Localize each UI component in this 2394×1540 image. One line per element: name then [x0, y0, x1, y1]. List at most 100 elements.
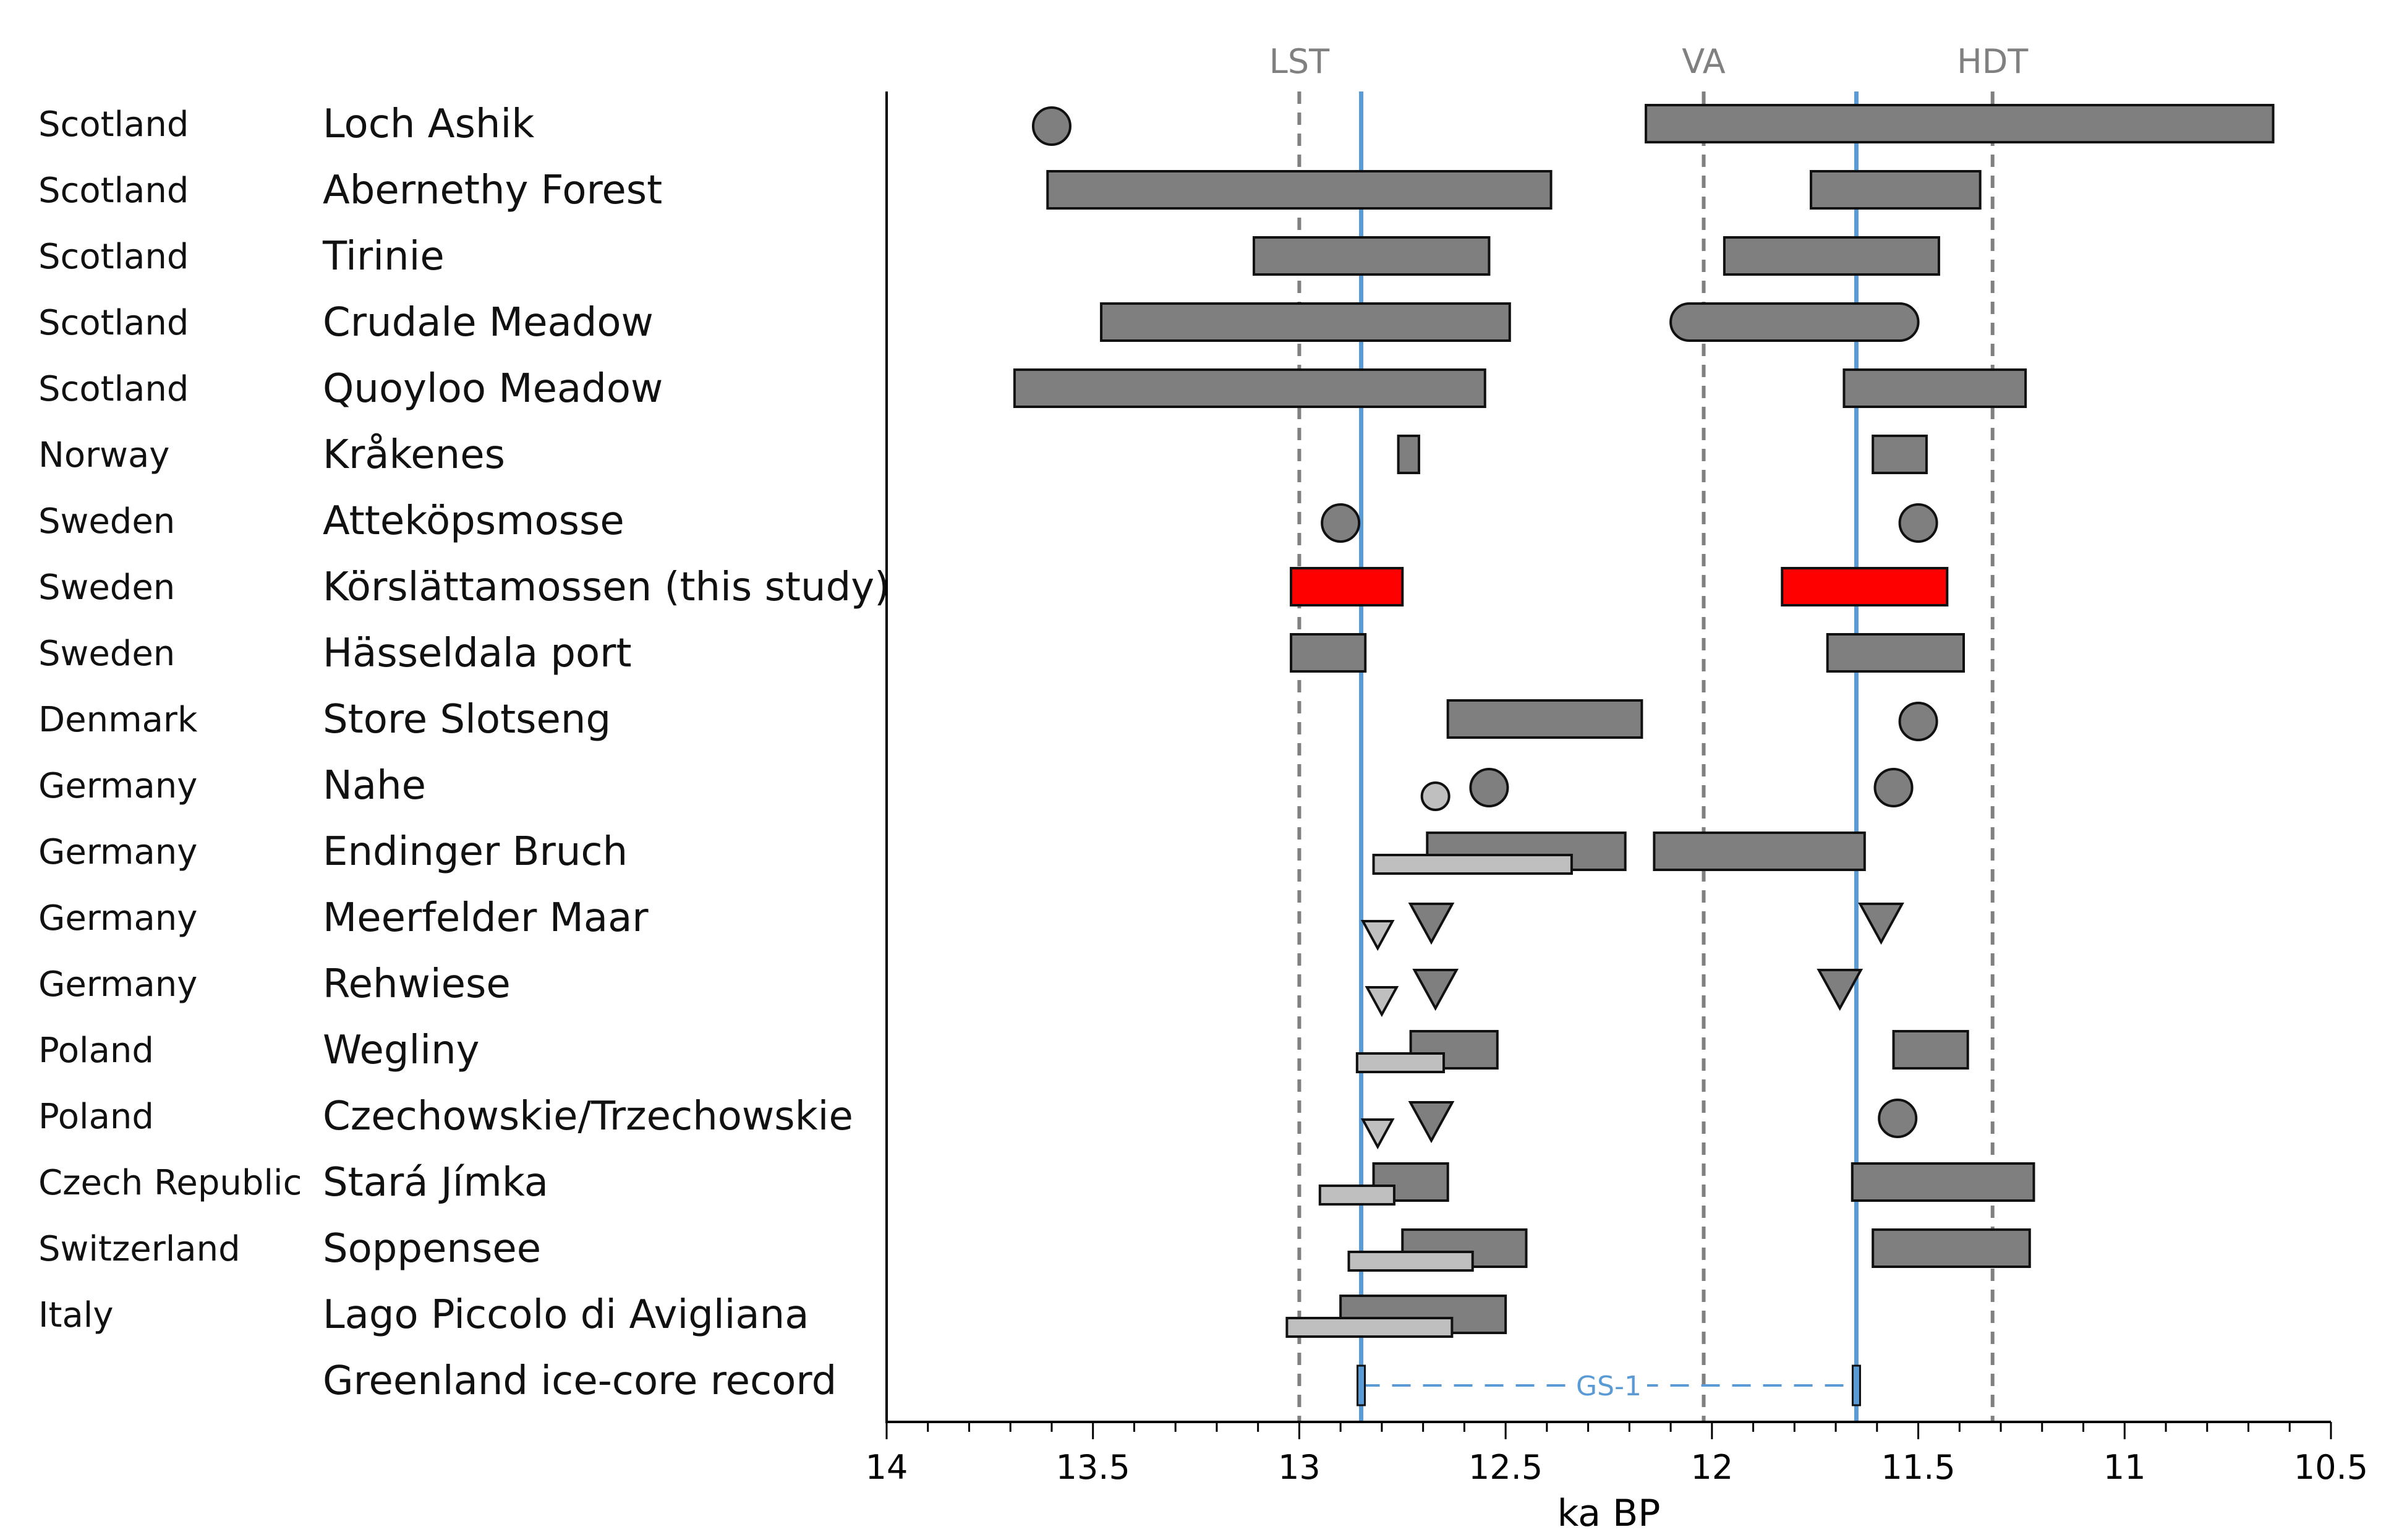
x-tick-label: 10.5 — [2294, 1448, 2368, 1487]
site-label: Lago Piccolo di Avigliana — [323, 1292, 809, 1338]
country-label: Czech Republic — [38, 1163, 302, 1203]
gs1-end-marker — [1851, 1364, 1861, 1406]
country-label: Germany — [38, 898, 197, 938]
country-label: Norway — [38, 435, 169, 475]
x-tick-label: 14 — [866, 1448, 908, 1487]
site-label: Nahe — [323, 763, 426, 809]
range-bar — [1872, 435, 1928, 474]
circle-marker — [1031, 106, 1071, 146]
range-bar — [1645, 104, 2275, 143]
x-tick-label: 13 — [1278, 1448, 1321, 1487]
country-label: Scotland — [38, 237, 189, 277]
range-bar — [1892, 1030, 1969, 1070]
triangle-marker — [1365, 986, 1399, 1018]
triangle-marker — [1408, 903, 1455, 945]
site-label: Kråkenes — [323, 432, 505, 478]
range-bar — [1653, 832, 1866, 871]
country-label: Germany — [38, 766, 197, 806]
data-marks: GS-1 — [1013, 104, 2275, 1406]
range-bar-light — [1347, 1251, 1474, 1272]
x-tick-label: 13.5 — [1056, 1448, 1130, 1487]
country-label: Poland — [38, 1031, 154, 1071]
country-label: Scotland — [38, 303, 189, 343]
range-bar — [1826, 633, 1965, 673]
site-label: Greenland ice-core record — [323, 1358, 837, 1404]
site-label: Endinger Bruch — [323, 829, 628, 875]
x-tick-label: 12.5 — [1468, 1448, 1543, 1487]
country-label: Poland — [38, 1097, 154, 1137]
range-bar-light — [1318, 1185, 1395, 1206]
x-tick-label: 11 — [2103, 1448, 2146, 1487]
range-bar — [1810, 170, 1982, 210]
triangle-marker — [1858, 903, 1904, 945]
range-bar — [1842, 368, 2027, 408]
circle-marker — [1898, 503, 1938, 543]
country-label: Sweden — [38, 634, 175, 674]
reference-label-va: VA — [1682, 42, 1725, 81]
site-label: Rehwiese — [323, 961, 511, 1007]
triangle-marker — [1408, 1101, 1455, 1144]
gs1-label: GS-1 — [1576, 1371, 1642, 1402]
reference-label-hdt: HDT — [1957, 42, 2029, 81]
range-bar — [1100, 302, 1511, 342]
country-label: Switzerland — [38, 1229, 241, 1269]
circle-marker — [1321, 503, 1361, 543]
range-bar-highlight — [1781, 567, 1949, 606]
reference-lines — [1297, 91, 1995, 1422]
range-bar — [1253, 236, 1491, 276]
range-bar-light — [1372, 854, 1573, 875]
range-bar — [1851, 1162, 2035, 1202]
site-label: Crudale Meadow — [323, 300, 654, 346]
x-tick-label: 11.5 — [1881, 1448, 1955, 1487]
reference-label-lst: LST — [1269, 42, 1330, 81]
range-bar-light — [1285, 1317, 1454, 1338]
country-label: Germany — [38, 964, 197, 1005]
country-label: Italy — [38, 1295, 114, 1335]
site-label: Tirinie — [322, 234, 445, 279]
site-label: Quoyloo Meadow — [323, 366, 663, 412]
range-bar — [1290, 633, 1367, 673]
site-label: Abernethy Forest — [323, 168, 662, 213]
site-label: Körslättamossen (this study) — [323, 564, 890, 610]
site-label: Store Slotseng — [323, 697, 611, 742]
gs1-start-marker — [1357, 1364, 1366, 1406]
site-label: Wegliny — [323, 1027, 480, 1073]
circle-marker — [1420, 781, 1450, 811]
range-bar — [1723, 236, 1940, 276]
site-label: Hässeldala port — [323, 631, 632, 676]
country-label: Scotland — [38, 171, 189, 211]
site-label: Soppensee — [323, 1226, 541, 1272]
range-bar — [1669, 302, 1920, 342]
triangle-marker — [1360, 920, 1395, 951]
country-label: Sweden — [38, 501, 175, 542]
site-label: Czechowskie/Trzechowskie — [323, 1094, 853, 1139]
range-bar — [1046, 170, 1553, 210]
reference-labels: LST VA HDT — [1269, 42, 2029, 81]
site-label: Stará Jímka — [323, 1160, 548, 1206]
circle-marker — [1873, 768, 1914, 807]
country-label: Germany — [38, 832, 197, 872]
range-bar-highlight — [1290, 567, 1404, 606]
row-labels: Scotland Loch Ashik Scotland Abernethy Fore… — [38, 101, 890, 1404]
x-ticks: 14 13.5 13 12.5 12 11.5 11 10.5 — [866, 1422, 2368, 1487]
x-axis-title: ka BP — [1557, 1492, 1661, 1535]
range-bar — [1446, 699, 1643, 739]
site-label: Atteköpsmosse — [323, 498, 624, 544]
country-label: Denmark — [38, 700, 198, 740]
circle-marker — [1469, 768, 1509, 807]
range-bar — [1013, 368, 1486, 408]
country-label: Sweden — [38, 568, 175, 608]
gs1-label-background — [1570, 1368, 1647, 1400]
triangle-marker — [1360, 1118, 1395, 1150]
range-bar-light — [1355, 1052, 1446, 1073]
circle-marker — [1878, 1099, 1918, 1138]
circle-marker — [1898, 702, 1938, 741]
country-label: Scotland — [38, 104, 189, 145]
range-bar — [1872, 1228, 2031, 1268]
site-label: Meerfelder Maar — [323, 895, 649, 941]
x-tick-label: 12 — [1690, 1448, 1733, 1487]
range-bar — [1397, 435, 1420, 474]
site-label: Loch Ashik — [323, 101, 534, 147]
axes: 14 13.5 13 12.5 12 11.5 11 10.5 ka BP — [866, 91, 2368, 1535]
